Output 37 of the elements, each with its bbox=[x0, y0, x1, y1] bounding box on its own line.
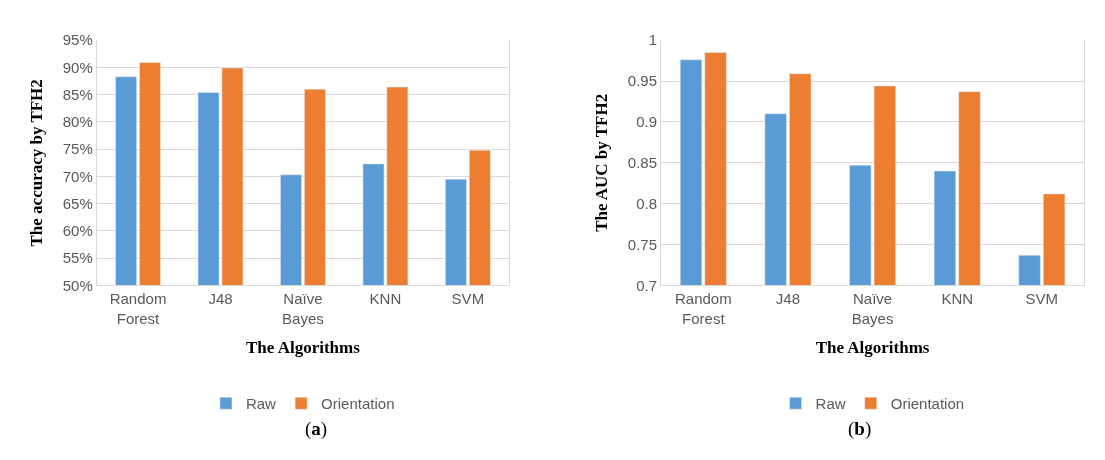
y-tick-label: 60% bbox=[62, 222, 93, 240]
y-tick-label: 65% bbox=[62, 194, 93, 212]
y-tick-label: 0.85 bbox=[627, 154, 657, 172]
x-tick-label: J48 bbox=[208, 290, 233, 308]
y-tick-label: 80% bbox=[62, 113, 93, 131]
x-tick-label: SVM bbox=[451, 290, 485, 308]
x-tick-label: J48 bbox=[775, 290, 801, 308]
x-tick-label: KNN bbox=[941, 290, 974, 308]
y-tick-label: 0.9 bbox=[636, 113, 657, 131]
y-tick-label: 0.8 bbox=[636, 194, 657, 212]
legend-label: Orientation bbox=[321, 395, 395, 413]
x-axis-title: The Algorithms bbox=[246, 338, 361, 358]
y-tick-label: 55% bbox=[62, 249, 93, 267]
x-axis-title: The Algorithms bbox=[815, 338, 930, 358]
y-axis-title: The AUC by TFH2 bbox=[592, 93, 612, 232]
text: (b) bbox=[848, 418, 872, 440]
y-tick-label: 1 bbox=[648, 31, 657, 49]
x-tick-label: Random Forest bbox=[674, 290, 732, 327]
text: (a) bbox=[305, 418, 328, 440]
y-tick-label: 0.95 bbox=[627, 72, 657, 90]
x-tick-label: Naïve Bayes bbox=[282, 290, 324, 327]
x-tick-label: Naïve Bayes bbox=[851, 290, 894, 327]
y-tick-label: 0.7 bbox=[636, 276, 657, 294]
y-axis-title: The accuracy by TFH2 bbox=[27, 79, 47, 247]
y-tick-label: 70% bbox=[62, 167, 93, 185]
y-tick-label: 75% bbox=[62, 140, 93, 158]
x-tick-label: SVM bbox=[1025, 290, 1059, 308]
x-tick-label: KNN bbox=[369, 290, 402, 308]
x-tick-label: Random Forest bbox=[109, 290, 167, 327]
y-tick-label: 95% bbox=[62, 31, 93, 49]
y-tick-label: 50% bbox=[62, 276, 93, 294]
legend-label: Orientation bbox=[890, 395, 965, 413]
y-tick-label: 0.75 bbox=[627, 235, 657, 253]
legend-label: Raw bbox=[815, 395, 846, 413]
y-tick-label: 90% bbox=[62, 58, 93, 76]
legend-label: Raw bbox=[245, 395, 277, 413]
y-tick-label: 85% bbox=[62, 85, 93, 103]
